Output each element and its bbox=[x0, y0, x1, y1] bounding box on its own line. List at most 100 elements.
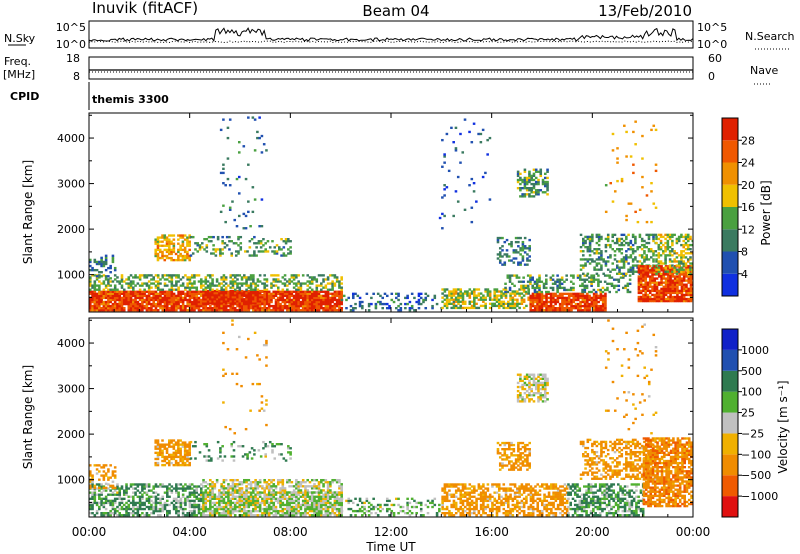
power-cell bbox=[281, 292, 285, 295]
power-cell bbox=[335, 309, 339, 312]
power-cell bbox=[669, 297, 672, 301]
power-cell bbox=[304, 292, 307, 295]
velocity-cell bbox=[286, 507, 289, 511]
velocity-cell bbox=[138, 501, 142, 505]
power-cell bbox=[466, 292, 469, 295]
velocity-cell bbox=[181, 514, 185, 517]
velocity-cell bbox=[141, 497, 144, 500]
power-cell bbox=[501, 236, 504, 240]
velocity-cell bbox=[245, 505, 248, 509]
power-cell bbox=[533, 309, 537, 312]
power-cell bbox=[308, 298, 312, 302]
power-cell bbox=[240, 300, 244, 304]
velocity-cell bbox=[100, 501, 103, 505]
velocity-cell bbox=[258, 514, 262, 517]
velocity-cell bbox=[213, 503, 217, 507]
power-cell bbox=[666, 239, 670, 243]
power-cell bbox=[588, 296, 591, 300]
velocity-cell bbox=[141, 501, 144, 505]
power-cell bbox=[660, 291, 663, 295]
power-cell bbox=[658, 291, 661, 295]
velocity-cell bbox=[102, 485, 106, 488]
power-cell bbox=[551, 288, 555, 292]
power-cell bbox=[498, 251, 502, 254]
power-cell bbox=[236, 286, 239, 289]
power-cell bbox=[280, 238, 283, 241]
power-cell bbox=[513, 302, 517, 306]
power-cell bbox=[147, 298, 151, 302]
power-cell bbox=[417, 306, 421, 310]
velocity-cell bbox=[132, 505, 135, 509]
velocity-cell bbox=[91, 491, 94, 494]
power-cell bbox=[258, 289, 262, 293]
power-cell bbox=[651, 269, 654, 272]
power-cell bbox=[595, 252, 599, 255]
power-cell bbox=[127, 292, 131, 295]
velocity-cell bbox=[229, 501, 232, 505]
velocity-cell bbox=[159, 485, 162, 488]
power-cell bbox=[642, 297, 645, 301]
power-cell bbox=[441, 227, 444, 230]
power-cell bbox=[243, 282, 246, 285]
power-cell bbox=[618, 243, 621, 247]
power-cell bbox=[673, 233, 676, 237]
velocity-cell bbox=[177, 491, 180, 494]
power-cell bbox=[147, 274, 151, 277]
power-cell bbox=[209, 302, 212, 305]
power-cell bbox=[601, 298, 605, 302]
velocity-cell bbox=[258, 507, 262, 511]
power-cell bbox=[625, 218, 628, 222]
power-cell bbox=[647, 241, 651, 245]
power-cell bbox=[211, 284, 214, 287]
power-cell bbox=[147, 294, 151, 298]
power-cell bbox=[518, 288, 521, 291]
power-cell bbox=[245, 304, 248, 308]
velocity-cell bbox=[111, 511, 115, 515]
power-cell bbox=[206, 274, 210, 277]
power-cell bbox=[459, 132, 462, 136]
power-cell bbox=[486, 288, 490, 291]
power-cell bbox=[682, 254, 685, 257]
power-cell bbox=[521, 257, 525, 260]
power-cell bbox=[491, 302, 494, 306]
power-cell bbox=[583, 278, 587, 281]
velocity-cell bbox=[218, 505, 221, 509]
velocity-cell bbox=[190, 514, 194, 517]
power-cell bbox=[158, 248, 162, 252]
power-cell bbox=[570, 309, 573, 312]
power-cell bbox=[609, 270, 612, 273]
colorbar-tick-label: 20 bbox=[741, 179, 755, 192]
velocity-cell bbox=[120, 507, 124, 511]
power-cell bbox=[150, 296, 153, 300]
power-cell bbox=[282, 240, 286, 243]
power-cell bbox=[496, 240, 500, 244]
power-cell bbox=[188, 300, 192, 304]
power-cell bbox=[689, 297, 693, 301]
nave-tick-top: 60 bbox=[708, 52, 722, 65]
power-cell bbox=[295, 288, 298, 291]
velocity-cell bbox=[145, 493, 149, 496]
velocity-cell bbox=[190, 511, 194, 515]
power-cell bbox=[290, 294, 294, 298]
power-cell bbox=[247, 296, 251, 299]
power-cell bbox=[597, 239, 601, 243]
velocity-cell bbox=[279, 514, 282, 517]
power-cell bbox=[138, 274, 142, 277]
power-cell bbox=[233, 294, 237, 297]
power-cell bbox=[351, 294, 355, 298]
power-cell bbox=[159, 302, 162, 306]
velocity-cell bbox=[125, 489, 128, 492]
velocity-cell bbox=[184, 514, 187, 517]
velocity-cell bbox=[297, 503, 300, 507]
velocity-cell bbox=[290, 497, 294, 500]
velocity-cell bbox=[193, 489, 196, 492]
power-cell bbox=[459, 288, 463, 291]
power-cell bbox=[397, 309, 400, 312]
power-cell bbox=[254, 294, 257, 297]
velocity-cell bbox=[109, 493, 112, 496]
power-cell bbox=[652, 233, 655, 237]
velocity-cell bbox=[211, 514, 214, 517]
power-cell bbox=[655, 235, 658, 239]
power-cell bbox=[98, 294, 101, 298]
power-cell bbox=[595, 262, 599, 265]
